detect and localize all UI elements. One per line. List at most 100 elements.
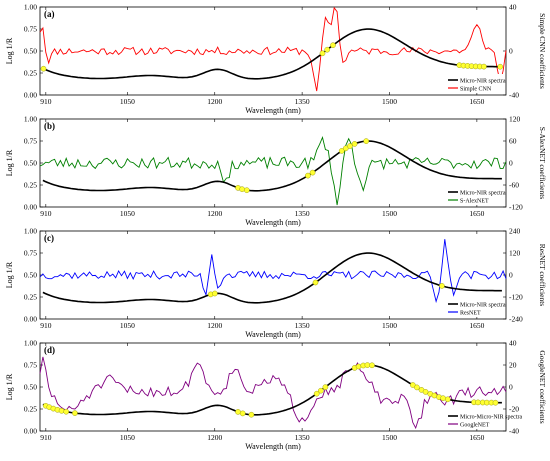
selected-wavelength-marker [475, 399, 481, 406]
selected-wavelength-marker [313, 390, 320, 397]
selected-wavelength-marker [40, 65, 47, 72]
plot-frame [39, 342, 507, 432]
selected-wavelength-marker [63, 408, 69, 415]
x-tick-label: 1200 [207, 97, 222, 106]
y-tick-label-left: 1.00 [24, 3, 37, 12]
y-tick-label-right: 0 [509, 47, 513, 56]
selected-wavelength-marker [369, 362, 375, 369]
x-axis-label: Wavelength (nm) [245, 218, 301, 227]
panel-label: (b) [44, 121, 55, 131]
panel-label: (a) [44, 9, 55, 19]
selected-wavelength-marker [481, 63, 487, 70]
selected-wavelength-marker [211, 290, 218, 297]
selected-wavelength-marker [319, 50, 326, 57]
y-tick-label-left: 0.75 [24, 137, 37, 146]
y-tick-label-left: 0.50 [24, 47, 37, 56]
series-spectrum-line [42, 140, 502, 192]
series-spectrum-line [42, 252, 502, 304]
y-axis-label-left: Log 1/R [5, 149, 14, 176]
x-tick-label: 1350 [295, 97, 310, 106]
y-tick-label-right: 40 [509, 3, 517, 12]
x-tick-label: 1200 [207, 433, 222, 442]
legend-label-spectrum: Micro-NIR spectra [460, 79, 506, 85]
plot-frame [39, 230, 507, 320]
selected-wavelength-marker [439, 283, 445, 289]
legend-box [446, 410, 504, 429]
y-tick-label-right: 120 [509, 249, 521, 258]
y-tick-label-left: 0.75 [24, 361, 37, 370]
selected-wavelength-marker [324, 46, 331, 53]
selected-wavelength-marker [72, 410, 78, 416]
x-tick-label: 1050 [120, 321, 135, 330]
legend-label-spectrum: Micro-NIR spectra [460, 303, 506, 309]
selected-wavelength-marker [248, 411, 255, 418]
selected-wavelength-marker [239, 410, 246, 417]
y-axis-label-left: Log 1/R [5, 373, 14, 400]
x-tick-label: 1650 [469, 97, 484, 106]
selected-wavelength-marker [317, 387, 324, 394]
x-tick-label: 1050 [120, 209, 135, 218]
series-coefficients-line [39, 239, 507, 304]
x-tick-label: 910 [40, 97, 52, 106]
selected-wavelength-marker [355, 363, 362, 370]
y-tick-label-right: -240 [509, 315, 523, 324]
legend-label-coefficients: S-AlexNET [460, 199, 489, 205]
legend-box [446, 74, 504, 93]
legend-label-coefficients: Simple CNN [460, 87, 492, 93]
x-tick-label: 1200 [207, 209, 222, 218]
y-tick-label-right: -60 [509, 181, 519, 190]
selected-wavelength-marker [312, 279, 319, 286]
plot-frame [39, 6, 507, 96]
x-tick-label: 910 [40, 321, 52, 330]
series-coefficients-line [39, 356, 507, 430]
selected-wavelength-marker [305, 172, 311, 179]
selected-wavelength-marker [363, 138, 370, 144]
selected-wavelength-marker [422, 389, 429, 395]
selected-wavelength-marker [414, 384, 420, 391]
legend-label-coefficients: ResNET [460, 311, 481, 317]
panel-label: (d) [44, 345, 55, 355]
selected-wavelength-marker [239, 186, 245, 192]
legend-box [446, 298, 504, 317]
x-tick-label: 1500 [382, 321, 397, 330]
selected-wavelength-marker [58, 407, 65, 414]
y-tick-label-right: 40 [509, 339, 517, 348]
series-spectrum-line [42, 364, 502, 416]
selected-wavelength-marker [497, 63, 504, 70]
y-tick-label-right: -20 [509, 405, 519, 414]
selected-wavelength-marker [235, 409, 241, 415]
y-tick-label-left: 0.00 [24, 91, 37, 100]
x-tick-label: 1650 [469, 209, 484, 218]
y-tick-label-right: 0 [509, 159, 513, 168]
x-tick-label: 1050 [120, 433, 135, 442]
x-tick-label: 1650 [469, 321, 484, 330]
y-tick-label-left: 0.25 [24, 181, 37, 190]
y-tick-label-left: 0.00 [24, 203, 37, 212]
x-tick-label: 1350 [295, 433, 310, 442]
selected-wavelength-marker [309, 169, 316, 176]
x-tick-label: 1500 [382, 433, 397, 442]
selected-wavelength-marker [330, 42, 336, 49]
y-tick-label-right: 60 [509, 137, 517, 146]
y-tick-label-left: 0.50 [24, 159, 37, 168]
series-coefficients-line [39, 135, 507, 206]
selected-wavelength-marker [243, 187, 250, 193]
selected-wavelength-marker [492, 399, 499, 406]
y-tick-label-right: -40 [509, 427, 519, 436]
y-axis-label-left: Log 1/R [5, 37, 14, 64]
selected-wavelength-marker [347, 143, 353, 149]
y-axis-label-right: ResNET coefficients [538, 244, 547, 306]
y-tick-label-right: -120 [509, 293, 523, 302]
series-spectrum-line [42, 28, 502, 80]
x-tick-label: 1350 [295, 209, 310, 218]
x-tick-label: 1350 [295, 321, 310, 330]
series-coefficients-line [39, 6, 507, 92]
y-axis-label-left: Log 1/R [5, 261, 14, 288]
y-tick-label-right: 120 [509, 115, 521, 124]
x-axis-label: Wavelength (nm) [245, 330, 301, 339]
y-tick-label-right: 240 [509, 227, 521, 236]
y-tick-label-left: 0.50 [24, 383, 37, 392]
y-tick-label-left: 1.00 [24, 115, 37, 124]
selected-wavelength-marker [322, 384, 329, 390]
